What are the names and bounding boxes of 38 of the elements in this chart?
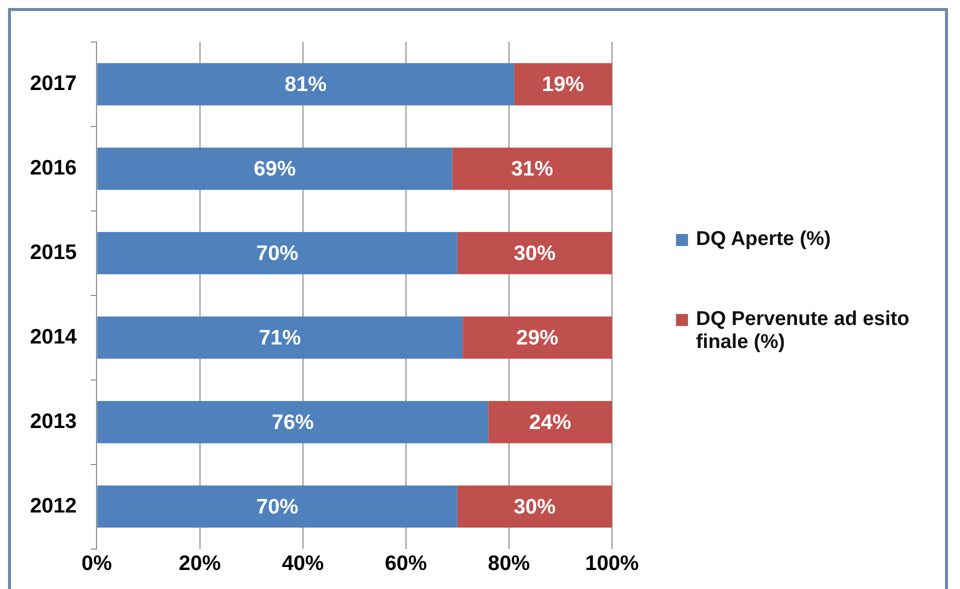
y-tick-label: 2014 [30,325,78,348]
data-label: 69% [254,157,296,180]
y-tick-label: 2017 [30,72,77,96]
data-label: 70% [256,495,299,518]
x-tick-label: 40% [282,552,324,576]
bar [97,400,488,444]
data-label: 30% [514,242,556,265]
legend-label: DQ Aperte (%) [696,228,831,251]
y-tick-label: 2015 [30,240,78,264]
bar [452,148,612,190]
y-tick-label: 2012 [30,494,77,518]
bar [97,148,452,190]
bar [514,63,612,106]
bar [97,316,463,359]
data-label: 19% [542,73,584,96]
data-label: 29% [516,326,559,350]
bar [462,316,612,359]
legend-label: DQ Pervenute ad esito finale (%) [696,308,910,354]
x-tick-label: 60% [384,552,428,576]
bar [97,232,458,274]
x-tick-label: 20% [178,552,222,576]
x-tick-label: 100% [585,552,640,576]
bar [457,232,612,274]
data-label: 76% [272,410,314,434]
bar [97,63,514,106]
x-tick-label: 80% [488,552,530,576]
data-label: 71% [258,326,302,350]
data-label: 81% [284,73,327,96]
bar [457,485,612,528]
data-label: 70% [256,242,299,265]
bar [488,400,612,444]
data-label: 30% [514,495,556,518]
y-tick-label: 2016 [30,156,77,180]
data-label: 31% [511,157,554,180]
y-tick-label: 2013 [30,410,77,433]
data-label: 24% [529,410,572,434]
bar [97,485,458,528]
x-tick-label: 0% [82,552,112,576]
